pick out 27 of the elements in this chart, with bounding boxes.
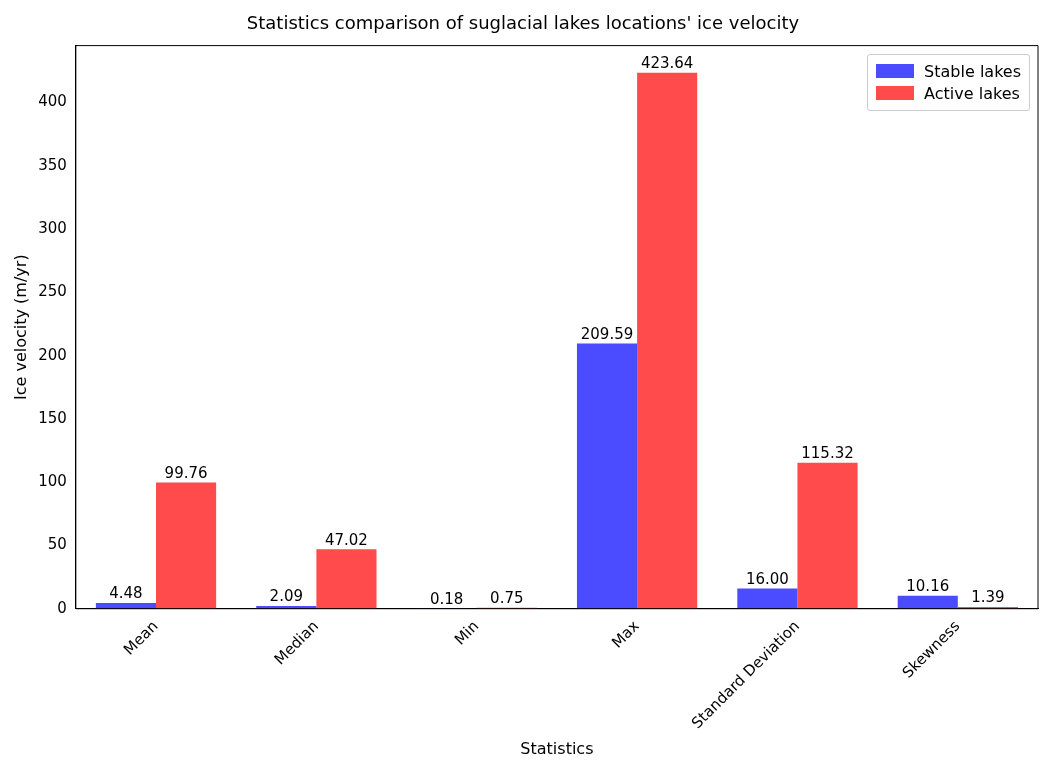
legend-label: Stable lakes [924, 61, 1021, 81]
y-tick-label: 150 [38, 408, 67, 427]
data-label: 10.16 [906, 577, 950, 596]
data-label: 423.64 [640, 54, 694, 73]
data-label: 209.59 [580, 324, 634, 343]
data-label: 99.76 [164, 463, 208, 482]
data-label: 0.75 [490, 589, 524, 608]
y-tick-label: 200 [38, 345, 67, 364]
data-label: 115.32 [801, 444, 854, 463]
data-label: 0.18 [429, 589, 464, 608]
y-tick-label: 50 [47, 535, 67, 554]
x-axis-title: Statistics [520, 738, 594, 758]
legend-label: Active lakes [924, 83, 1020, 103]
y-tick-label: 350 [38, 155, 67, 174]
y-tick-label: 0 [57, 598, 67, 617]
chart-title: Statistics comparison of suglacial lakes locations' ice velocity [246, 12, 800, 34]
data-label: 16.00 [745, 569, 789, 588]
y-tick-label: 400 [38, 92, 67, 111]
data-label: 4.48 [109, 584, 143, 603]
x-tick-label: Min [450, 616, 483, 649]
data-label: 47.02 [324, 530, 368, 549]
y-axis-title: Ice velocity (m/yr) [10, 254, 30, 400]
y-tick-label: 100 [38, 472, 67, 491]
data-label: 1.39 [971, 588, 1005, 607]
y-tick-label: 250 [38, 282, 67, 301]
data-label: 2.09 [269, 587, 304, 606]
y-tick-label: 300 [38, 218, 67, 237]
